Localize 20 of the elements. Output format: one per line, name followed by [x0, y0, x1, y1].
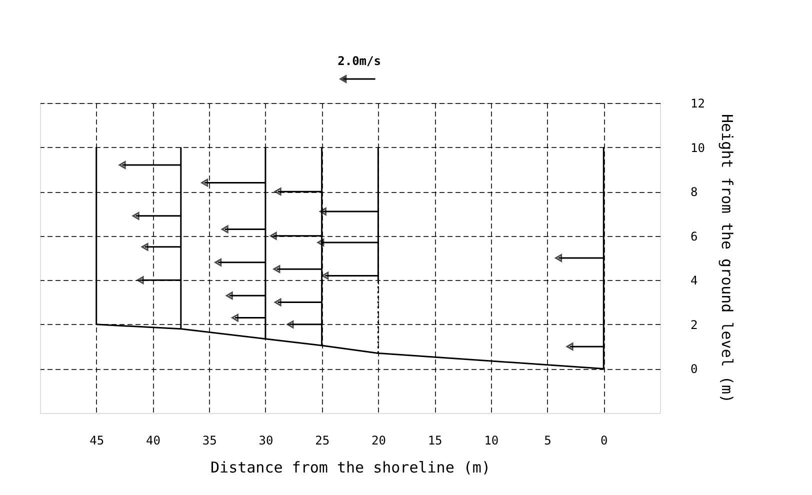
x-tick-label: 15 [428, 434, 442, 448]
x-tick-label: 5 [544, 434, 552, 448]
x-tick-label: 25 [315, 434, 330, 448]
x-tick-label: 0 [600, 434, 608, 448]
x-tick-label: 30 [258, 434, 274, 448]
x-tick-label: 10 [484, 434, 499, 448]
y-tick-label: 8 [690, 185, 698, 200]
y-tick-label: 6 [690, 229, 698, 244]
x-tick-label: 20 [371, 434, 386, 448]
x-tick-label: 45 [90, 434, 104, 448]
text: 2.0m/s [338, 54, 381, 68]
y-tick-label: 10 [690, 140, 705, 155]
x-axis-title: Distance from the shoreline (m) [210, 458, 490, 476]
y-tick-label: 4 [690, 274, 698, 288]
y-axis-title: Height from the ground level (m) [718, 114, 736, 403]
x-tick-label: 35 [202, 434, 217, 448]
x-tick-label: 40 [146, 434, 160, 448]
y-tick-label: 12 [690, 96, 705, 110]
y-tick-label: 0 [690, 362, 698, 376]
y-tick-label: 2 [690, 318, 698, 332]
